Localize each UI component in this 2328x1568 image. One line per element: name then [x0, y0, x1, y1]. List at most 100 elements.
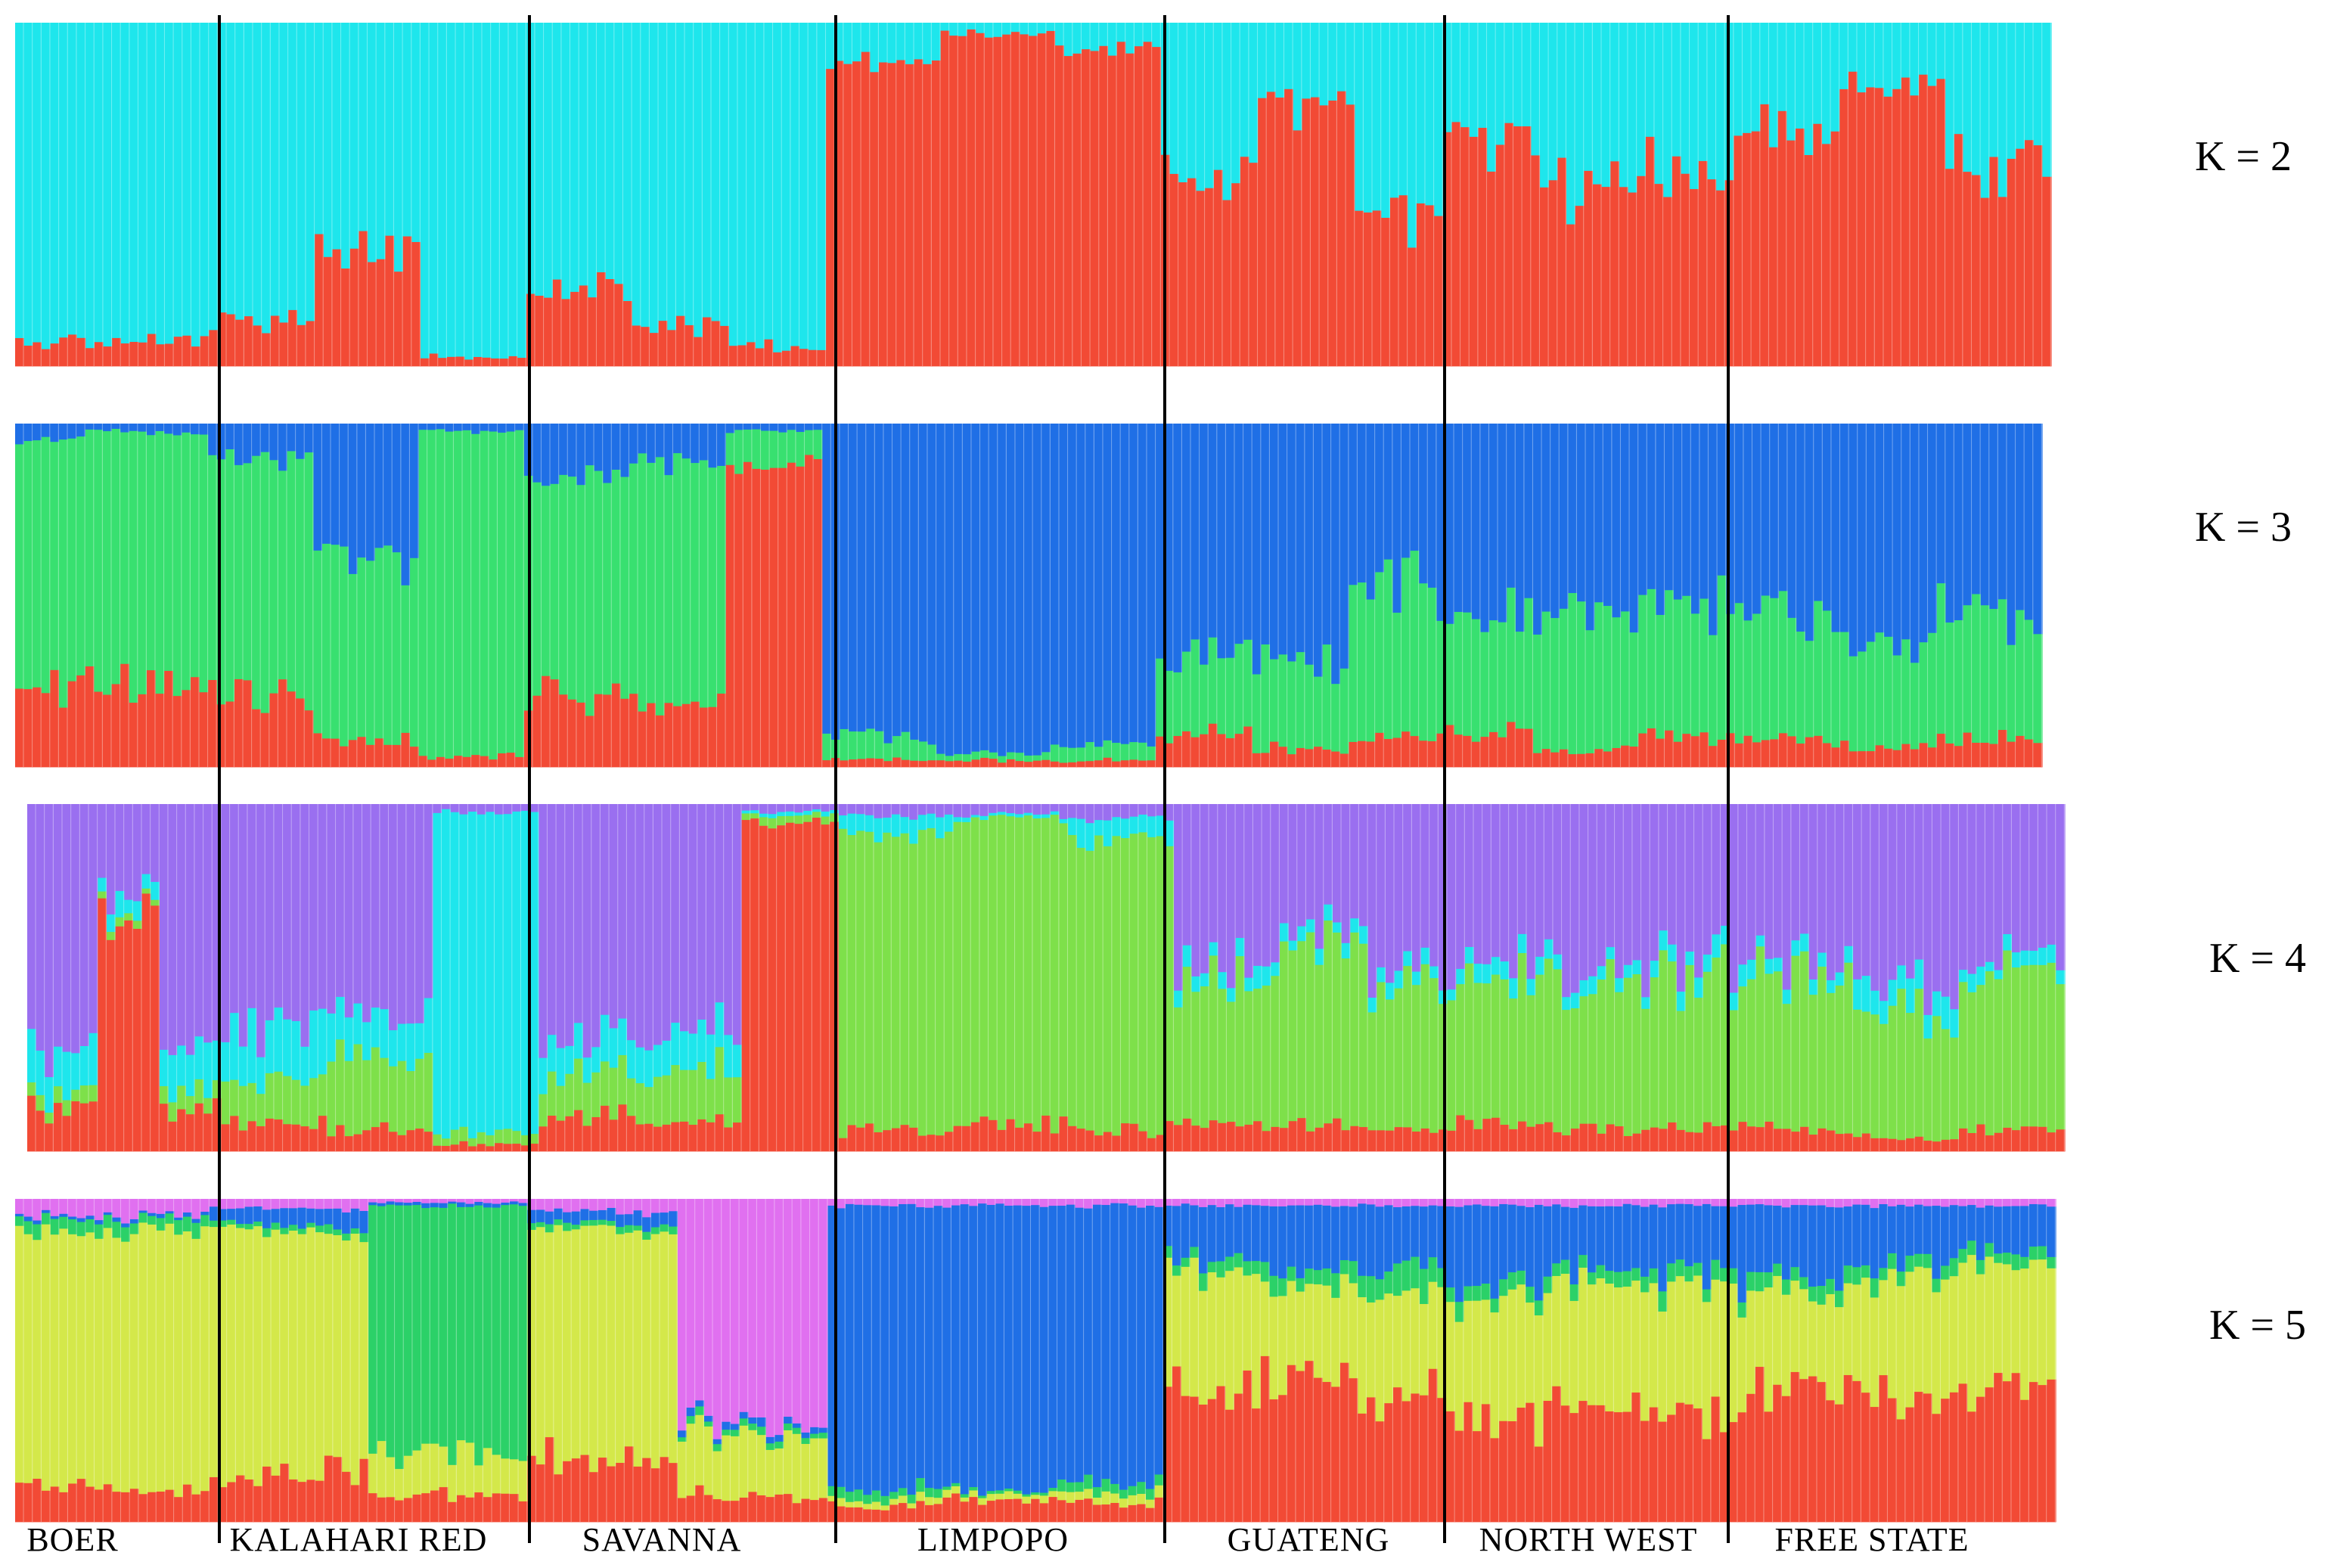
admixture-bar-segment — [1191, 1125, 1201, 1152]
admixture-bar-segment — [863, 1199, 873, 1206]
admixture-bar-segment — [752, 468, 762, 768]
admixture-bar-segment — [1225, 1270, 1235, 1410]
admixture-bar-segment — [901, 731, 911, 760]
admixture-bar-segment — [864, 815, 875, 832]
admixture-bar-segment — [76, 1478, 87, 1523]
admixture-bar-segment — [1932, 1199, 1942, 1206]
individual-separator — [1909, 23, 1911, 366]
admixture-bar-segment — [340, 424, 349, 547]
admixture-bar-segment — [757, 1426, 767, 1436]
admixture-bar-segment — [244, 1228, 254, 1480]
admixture-bar-segment — [1728, 1268, 1739, 1284]
individual-separator — [917, 804, 918, 1151]
admixture-bar-segment — [322, 424, 332, 544]
admixture-bar-segment — [2038, 804, 2048, 948]
admixture-bar-segment — [1411, 984, 1422, 1132]
admixture-bar-segment — [2003, 950, 2013, 1128]
admixture-bar-segment — [644, 1050, 654, 1088]
admixture-bar-segment — [1578, 1254, 1588, 1268]
admixture-bar-segment — [1752, 742, 1762, 768]
admixture-bar-segment — [1888, 1398, 1898, 1523]
admixture-bar-segment — [1734, 602, 1745, 744]
admixture-bar-segment — [1808, 994, 1819, 1135]
admixture-bar-segment — [45, 804, 54, 1078]
admixture-bar-segment — [1693, 1199, 1703, 1206]
admixture-bar-segment — [518, 1199, 529, 1203]
individual-separator — [1162, 1199, 1164, 1522]
admixture-bar-segment — [616, 1199, 625, 1215]
admixture-bar-segment — [571, 1228, 582, 1459]
individual-separator — [641, 1199, 643, 1522]
admixture-bar-segment — [1682, 424, 1692, 596]
admixture-bar-segment — [1135, 23, 1144, 47]
admixture-bar-segment — [410, 557, 420, 747]
admixture-bar-segment — [969, 1199, 979, 1206]
admixture-bar-segment — [315, 234, 324, 367]
admixture-bar-segment — [712, 1451, 722, 1500]
admixture-bar-segment — [1112, 835, 1122, 1136]
admixture-bar-segment — [2038, 1199, 2047, 1205]
individual-separator — [1083, 1199, 1085, 1522]
individual-separator — [1304, 1199, 1305, 1522]
admixture-bar-segment — [132, 901, 143, 921]
admixture-bar-segment — [395, 1202, 405, 1206]
admixture-bar-segment — [629, 693, 639, 768]
admixture-bar-segment — [548, 804, 557, 1036]
individual-separator — [1878, 1199, 1879, 1522]
admixture-bar-segment — [1597, 804, 1607, 967]
admixture-bar-segment — [711, 321, 721, 367]
individual-separator — [394, 1199, 396, 1522]
admixture-bar-segment — [1587, 1206, 1597, 1273]
admixture-bar-segment — [462, 756, 472, 768]
admixture-bar-segment — [1015, 817, 1025, 1128]
admixture-bar-segment — [942, 1489, 952, 1498]
admixture-bar-segment — [1190, 737, 1200, 768]
admixture-bar-segment — [200, 23, 210, 337]
admixture-bar-segment — [801, 1432, 811, 1439]
admixture-bar-segment — [1790, 1199, 1800, 1206]
admixture-bar-segment — [1173, 672, 1183, 737]
admixture-bar-segment — [1892, 750, 1902, 768]
individual-separator — [1321, 1199, 1323, 1522]
admixture-bar-segment — [1631, 1392, 1641, 1523]
admixture-bar-segment — [1967, 973, 1977, 992]
admixture-bar-segment — [980, 750, 990, 758]
admixture-bar-segment — [2028, 1203, 2039, 1247]
admixture-bar-segment — [960, 1501, 970, 1523]
admixture-bar-segment — [1306, 932, 1316, 1132]
admixture-bar-segment — [243, 680, 253, 768]
admixture-bar-segment — [1029, 23, 1038, 36]
individual-separator — [1780, 1199, 1782, 1522]
admixture-bar-segment — [1333, 1118, 1342, 1152]
admixture-bar-segment — [168, 1101, 178, 1122]
admixture-bar-segment — [406, 1070, 416, 1131]
admixture-bar-segment — [741, 810, 751, 814]
admixture-bar-segment — [796, 424, 805, 433]
admixture-bar-segment — [377, 1440, 387, 1498]
individual-separator — [1268, 424, 1271, 767]
admixture-bar-segment — [1941, 1029, 1951, 1140]
admixture-bar-segment — [1358, 1199, 1367, 1204]
admixture-bar-segment — [642, 1216, 652, 1232]
admixture-bar-segment — [650, 1467, 661, 1523]
admixture-bar-segment — [1543, 1206, 1553, 1277]
admixture-bar-segment — [95, 1219, 104, 1225]
admixture-bar-segment — [1822, 143, 1832, 367]
admixture-bar-segment — [357, 736, 367, 768]
admixture-bar-segment — [1577, 424, 1587, 602]
admixture-bar-segment — [1311, 97, 1321, 367]
admixture-bar-segment — [1994, 1253, 2004, 1263]
admixture-bar-segment — [879, 23, 889, 63]
admixture-bar-segment — [731, 1424, 740, 1430]
individual-separator — [1136, 1199, 1138, 1522]
admixture-bar-segment — [1658, 1290, 1668, 1312]
admixture-bar-segment — [1172, 1199, 1182, 1206]
admixture-bar-segment — [495, 1129, 504, 1144]
individual-separator — [1583, 23, 1585, 366]
admixture-bar-segment — [1507, 1289, 1518, 1421]
admixture-bar-segment — [567, 699, 578, 768]
individual-separator — [110, 424, 112, 767]
admixture-bar-segment — [1004, 1498, 1014, 1523]
admixture-bar-segment — [283, 1123, 293, 1152]
individual-separator — [163, 23, 166, 366]
